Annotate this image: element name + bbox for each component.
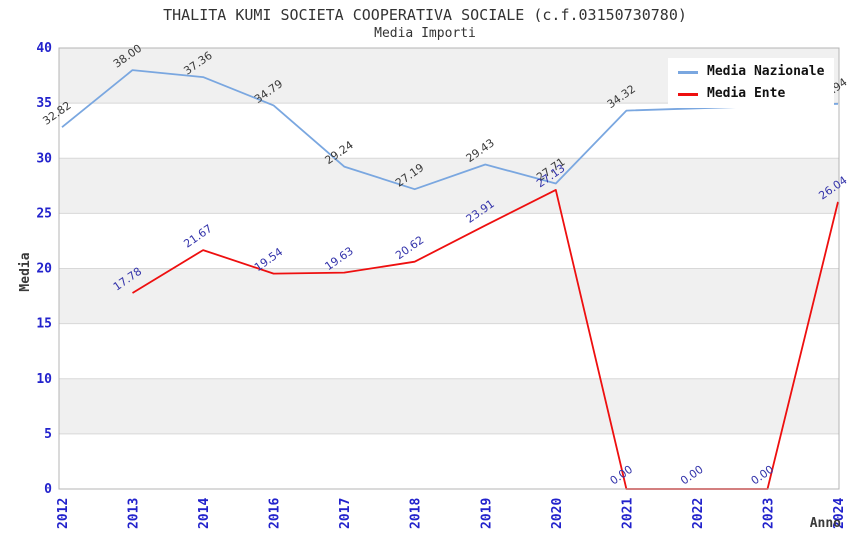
y-tick-label: 20 <box>36 262 52 277</box>
plot-band <box>59 433 839 489</box>
plot-bands <box>59 48 839 489</box>
plot-band <box>59 213 839 269</box>
x-axis-ticks: 2012 2013 2014 2016 2017 2018 2019 2020 2021 2022… <box>56 498 847 529</box>
chart-subtitle: Media Importi <box>374 26 476 41</box>
x-tick-label: 2014 <box>197 498 212 529</box>
x-tick-label: 2013 <box>127 498 142 529</box>
plot-band <box>59 103 839 159</box>
legend-label-media-nazionale: Media Nazionale <box>707 64 825 79</box>
y-tick-label: 35 <box>36 96 52 111</box>
plot-band <box>59 323 839 379</box>
y-tick-label: 25 <box>36 206 52 221</box>
x-tick-label: 2017 <box>338 498 353 529</box>
x-tick-label: 2024 <box>832 498 847 529</box>
x-tick-label: 2020 <box>550 498 565 529</box>
legend-item-media-nazionale: Media Nazionale <box>678 64 824 80</box>
gridlines <box>59 102 839 435</box>
legend-swatch-media-nazionale-icon <box>678 70 698 74</box>
y-tick-label: 30 <box>36 151 52 166</box>
y-tick-label: 10 <box>36 372 52 387</box>
plot-band <box>59 378 839 434</box>
x-tick-label: 2019 <box>479 498 494 529</box>
chart-title: THALITA KUMI SOCIETA COOPERATIVA SOCIALE… <box>163 6 687 24</box>
y-tick-label: 15 <box>36 317 52 332</box>
plot-band <box>59 158 839 214</box>
x-axis-title: Anno <box>810 516 841 531</box>
x-tick-label: 2018 <box>409 498 424 529</box>
x-tick-label: 2023 <box>761 498 776 529</box>
y-tick-label: 0 <box>44 482 52 497</box>
y-axis-ticks: 0 5 10 15 20 25 30 35 40 <box>36 41 52 497</box>
y-axis-title: Media <box>18 252 33 291</box>
x-tick-label: 2022 <box>691 498 706 529</box>
plot-border <box>58 47 840 490</box>
legend-label-media-ente: Media Ente <box>707 86 786 101</box>
y-tick-label: 40 <box>36 41 52 56</box>
legend: Media Nazionale Media Ente <box>668 58 835 108</box>
x-tick-label: 2021 <box>620 498 635 529</box>
legend-swatch-media-ente-icon <box>678 92 698 96</box>
x-tick-label: 2016 <box>268 498 283 529</box>
plot-band <box>59 268 839 324</box>
y-tick-label: 5 <box>44 427 52 442</box>
x-tick-label: 2012 <box>56 498 71 529</box>
legend-item-media-ente: Media Ente <box>678 86 824 102</box>
